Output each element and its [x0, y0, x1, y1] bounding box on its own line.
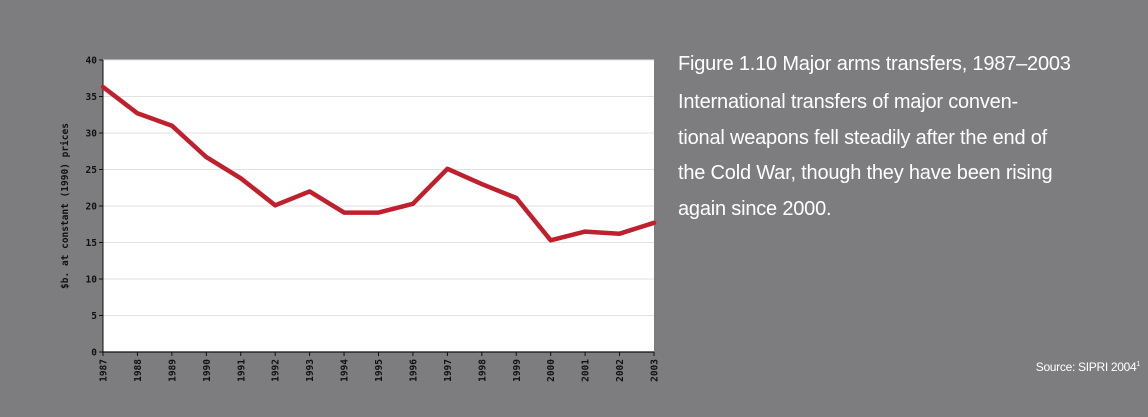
axes: [99, 59, 655, 356]
x-tick-labels: 1987 1988 1989 1990 1991 1992 1993 1994 1995 1996…: [99, 359, 661, 382]
x-tick-label: 1996: [408, 359, 419, 382]
x-tick-label: 1991: [236, 359, 247, 382]
x-tick-label: 1997: [443, 359, 454, 382]
y-tick-label: 0: [91, 348, 97, 359]
y-tick-label: 15: [86, 238, 98, 249]
description-line: the Cold War, though they have been risi…: [678, 162, 1053, 184]
x-tick-label: 1995: [374, 359, 385, 382]
y-tick-labels: 0 5 10 15 20 25 30 35 40: [86, 56, 98, 359]
y-tick-label: 25: [86, 165, 98, 176]
grid-lines: [103, 59, 654, 316]
x-tick-label: 1992: [271, 359, 282, 382]
figure-caption: Figure 1.10 Major arms transfers, 1987–2…: [678, 49, 1143, 227]
y-tick-label: 35: [86, 92, 98, 103]
x-tick-label: 1993: [305, 359, 316, 382]
x-tick-label: 1990: [202, 359, 213, 382]
x-tick-label: 2002: [615, 359, 626, 382]
y-tick-label: 20: [86, 202, 98, 213]
x-tick-label: 1999: [512, 359, 523, 382]
source-note: Source: SIPRI 20041: [1035, 360, 1141, 374]
x-tick-label: 2001: [581, 359, 592, 382]
y-tick-label: 30: [86, 129, 98, 140]
series-layer: [100, 84, 657, 243]
x-tick-label: 1989: [167, 359, 178, 382]
y-axis-label: $b. at constant (1990) prices: [60, 123, 71, 289]
x-tick-label: 1994: [340, 359, 351, 382]
description-line: tional weapons fell steadily after the e…: [678, 126, 1048, 149]
figure-title: Figure 1.10 Major arms transfers, 1987–2…: [678, 53, 1071, 75]
x-tick-label: 1998: [477, 359, 488, 382]
description-line: again since 2000.: [678, 197, 832, 220]
series-line: [100, 84, 657, 243]
x-tick-label: 1988: [133, 359, 144, 382]
source-label: Source: SIPRI 2004: [1035, 360, 1137, 374]
y-tick-label: 10: [86, 275, 98, 286]
y-tick-label: 5: [91, 311, 97, 322]
source-footnote-marker: 1: [1136, 361, 1140, 368]
figure-description: International transfers of major conven-…: [678, 85, 1143, 227]
x-tick-label: 2000: [546, 359, 557, 382]
x-tick-label: 2003: [650, 359, 661, 382]
x-tick-label: 1987: [99, 359, 110, 382]
y-tick-label: 40: [86, 56, 98, 67]
description-line: International transfers of major conven-: [678, 91, 1018, 113]
